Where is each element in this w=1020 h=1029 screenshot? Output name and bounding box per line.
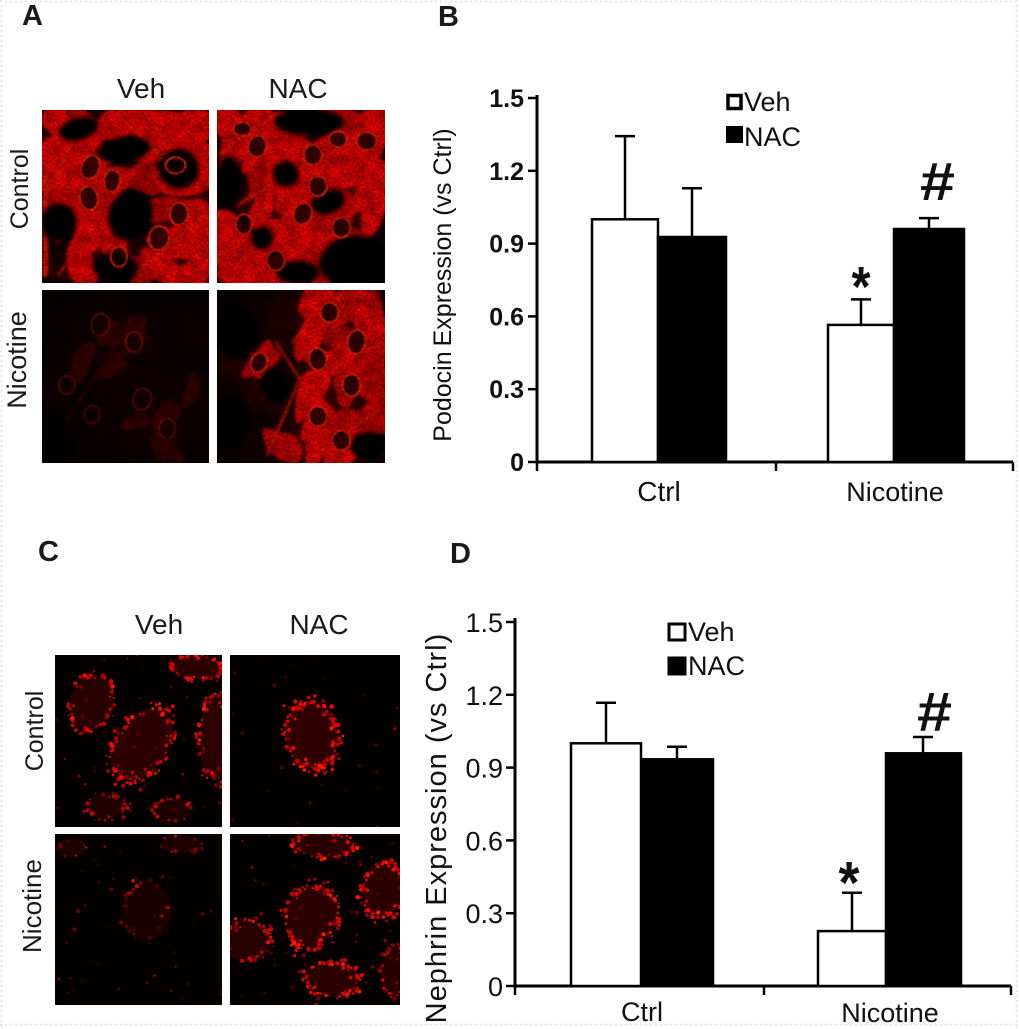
svg-text:*: * <box>839 850 860 916</box>
svg-text:0.6: 0.6 <box>489 303 524 331</box>
svg-text:1.5: 1.5 <box>465 608 503 638</box>
svg-text:#: # <box>917 680 952 743</box>
svg-text:Ctrl: Ctrl <box>637 476 681 507</box>
svg-text:A: A <box>22 0 43 32</box>
svg-text:Nicotine: Nicotine <box>841 998 939 1028</box>
svg-text:Nicotine: Nicotine <box>846 477 944 507</box>
svg-text:1.2: 1.2 <box>465 681 503 711</box>
svg-text:0.9: 0.9 <box>465 754 503 784</box>
svg-text:Veh: Veh <box>688 617 735 647</box>
svg-text:C: C <box>38 536 59 568</box>
svg-text:Podocin Expression (vs Ctrl): Podocin Expression (vs Ctrl) <box>429 128 457 441</box>
svg-text:NAC: NAC <box>289 609 348 640</box>
svg-text:0.3: 0.3 <box>465 899 503 929</box>
svg-text:0.9: 0.9 <box>489 231 524 259</box>
svg-text:Veh: Veh <box>135 609 183 640</box>
svg-text:Ctrl: Ctrl <box>621 997 663 1027</box>
svg-text:NAC: NAC <box>744 122 801 152</box>
svg-text:Control: Control <box>6 149 34 230</box>
svg-text:Nicotine: Nicotine <box>17 859 47 953</box>
svg-text:D: D <box>450 538 471 570</box>
svg-text:B: B <box>438 1 459 33</box>
svg-text:Nephrin Expression (vs Ctrl): Nephrin Expression (vs Ctrl) <box>421 633 453 1024</box>
svg-text:NAC: NAC <box>688 651 745 681</box>
svg-text:0: 0 <box>510 449 524 477</box>
svg-text:1.2: 1.2 <box>489 158 524 186</box>
svg-text:#: # <box>920 152 955 212</box>
svg-text:0.6: 0.6 <box>465 826 503 856</box>
svg-text:Nicotine: Nicotine <box>2 311 32 409</box>
svg-text:Veh: Veh <box>744 87 791 117</box>
svg-text:1.5: 1.5 <box>489 85 524 113</box>
svg-text:0: 0 <box>488 972 503 1002</box>
svg-text:Control: Control <box>21 691 49 772</box>
svg-text:Veh: Veh <box>117 73 165 104</box>
svg-text:0.3: 0.3 <box>489 376 524 404</box>
svg-text:*: * <box>852 255 872 319</box>
svg-text:NAC: NAC <box>268 73 327 104</box>
